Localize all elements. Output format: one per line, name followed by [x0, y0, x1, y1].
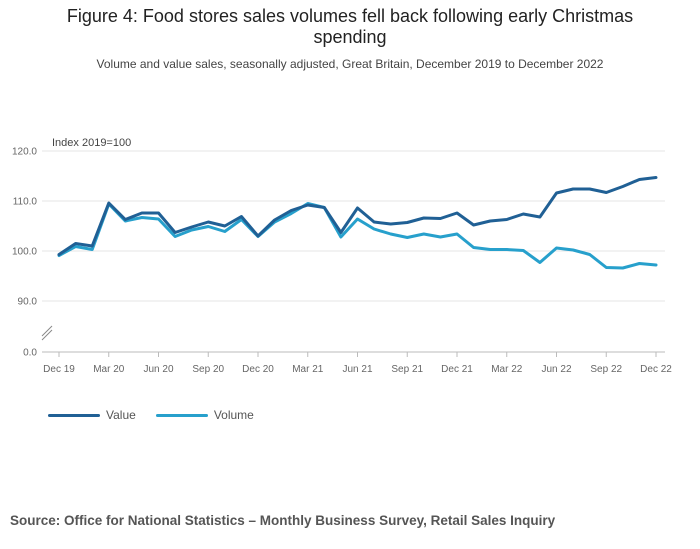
legend-item-volume[interactable]: Volume — [155, 408, 254, 422]
x-tick-label: Sep 21 — [391, 364, 423, 375]
chart-title: Figure 4: Food stores sales volumes fell… — [0, 6, 700, 48]
data-point-volume[interactable] — [621, 267, 624, 270]
y-tick-label: 110.0 — [13, 197, 38, 208]
legend-label-volume: Volume — [213, 408, 254, 422]
data-point-value[interactable] — [339, 231, 342, 234]
data-point-value[interactable] — [605, 191, 608, 194]
data-point-volume[interactable] — [140, 216, 143, 219]
chart-title-line-2: spending — [313, 27, 387, 47]
chart-subtitle: Volume and value sales, seasonally adjus… — [96, 57, 604, 71]
x-tick-label: Mar 21 — [292, 364, 324, 375]
data-point-value[interactable] — [240, 215, 243, 218]
data-point-value[interactable] — [456, 212, 459, 215]
data-point-volume[interactable] — [356, 218, 359, 221]
data-point-volume[interactable] — [91, 248, 94, 251]
series-line-value[interactable] — [57, 176, 658, 256]
data-point-value[interactable] — [638, 178, 641, 181]
data-point-value[interactable] — [655, 176, 658, 179]
data-point-volume[interactable] — [223, 230, 226, 233]
data-point-volume[interactable] — [655, 264, 658, 267]
data-point-value[interactable] — [107, 202, 110, 205]
data-point-value[interactable] — [472, 224, 475, 227]
x-tick-label: Jun 21 — [342, 364, 372, 375]
data-point-value[interactable] — [555, 192, 558, 195]
axis-break-icon — [38, 325, 56, 341]
legend-item-value[interactable]: Value — [48, 408, 136, 422]
data-point-volume[interactable] — [605, 266, 608, 269]
data-point-value[interactable] — [174, 231, 177, 234]
x-tick-label: Dec 19 — [43, 364, 75, 375]
data-point-value[interactable] — [157, 212, 160, 215]
x-tick-label: Jun 20 — [143, 364, 173, 375]
data-point-value[interactable] — [538, 216, 541, 219]
data-point-volume[interactable] — [207, 225, 210, 228]
data-point-value[interactable] — [91, 245, 94, 248]
data-point-value[interactable] — [257, 235, 260, 238]
data-point-volume[interactable] — [190, 229, 193, 232]
data-point-value[interactable] — [190, 226, 193, 229]
legend-swatch-volume — [155, 413, 208, 417]
data-point-value[interactable] — [389, 223, 392, 226]
series-line-volume[interactable] — [57, 202, 658, 270]
data-point-value[interactable] — [356, 207, 359, 210]
legend-label-value: Value — [106, 408, 136, 422]
data-point-value[interactable] — [505, 218, 508, 221]
data-point-volume[interactable] — [439, 236, 442, 239]
data-point-volume[interactable] — [373, 228, 376, 231]
y-axis-unit-label: Index 2019=100 — [52, 137, 131, 149]
data-point-volume[interactable] — [572, 249, 575, 252]
chart-title-line-1: Figure 4: Food stores sales volumes fell… — [66, 6, 634, 26]
data-point-value[interactable] — [572, 188, 575, 191]
data-point-value[interactable] — [621, 185, 624, 188]
data-point-value[interactable] — [290, 209, 293, 212]
x-tick-label: Mar 20 — [93, 364, 125, 375]
data-point-volume[interactable] — [522, 249, 525, 252]
x-tick-label: Sep 20 — [192, 364, 224, 375]
data-point-value[interactable] — [223, 225, 226, 228]
chart-legend: Value Volume — [48, 408, 254, 422]
x-tick-label: Dec 22 — [640, 364, 672, 375]
data-point-volume[interactable] — [422, 233, 425, 236]
data-point-volume[interactable] — [339, 236, 342, 239]
y-tick-label: 0.0 — [23, 348, 37, 359]
legend-swatch-value — [48, 413, 100, 417]
data-point-volume[interactable] — [389, 233, 392, 236]
x-tick-label: Sep 22 — [590, 364, 622, 375]
data-point-volume[interactable] — [406, 236, 409, 239]
data-point-volume[interactable] — [588, 253, 591, 256]
data-point-value[interactable] — [439, 217, 442, 220]
y-tick-label: 100.0 — [12, 247, 37, 258]
data-point-volume[interactable] — [157, 218, 160, 221]
x-tick-label: Mar 22 — [491, 364, 523, 375]
data-point-value[interactable] — [406, 221, 409, 224]
y-tick-label: 90.0 — [18, 297, 38, 308]
data-point-volume[interactable] — [555, 247, 558, 250]
data-point-value[interactable] — [588, 188, 591, 191]
data-point-value[interactable] — [207, 221, 210, 224]
data-point-value[interactable] — [373, 221, 376, 224]
data-point-volume[interactable] — [638, 262, 641, 265]
data-point-value[interactable] — [58, 253, 61, 256]
data-point-volume[interactable] — [174, 235, 177, 238]
data-point-value[interactable] — [124, 218, 127, 221]
data-point-value[interactable] — [306, 204, 309, 207]
y-tick-label: 120.0 — [12, 147, 37, 158]
data-point-volume[interactable] — [456, 233, 459, 236]
data-point-volume[interactable] — [538, 261, 541, 264]
data-point-volume[interactable] — [505, 248, 508, 251]
data-point-value[interactable] — [74, 242, 77, 245]
data-point-volume[interactable] — [489, 248, 492, 251]
x-tick-label: Dec 21 — [441, 364, 473, 375]
data-point-value[interactable] — [422, 217, 425, 220]
x-tick-label: Dec 20 — [242, 364, 274, 375]
data-point-value[interactable] — [522, 213, 525, 216]
source-note: Source: Office for National Statistics –… — [10, 513, 556, 528]
data-point-value[interactable] — [140, 212, 143, 215]
x-tick-label: Jun 22 — [541, 364, 571, 375]
data-point-volume[interactable] — [472, 246, 475, 249]
data-point-value[interactable] — [489, 220, 492, 223]
line-chart: Index 2019=100 0.0 90.0 100.0 110.0 120.0 De… — [12, 137, 672, 375]
data-point-value[interactable] — [323, 206, 326, 209]
data-point-value[interactable] — [273, 219, 276, 222]
